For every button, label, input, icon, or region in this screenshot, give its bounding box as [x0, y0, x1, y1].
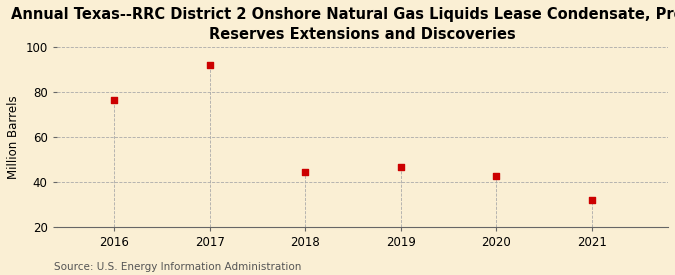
Point — [109, 98, 119, 102]
Point — [300, 170, 310, 174]
Point — [396, 165, 406, 169]
Point — [205, 63, 215, 67]
Point — [491, 174, 502, 178]
Text: Source: U.S. Energy Information Administration: Source: U.S. Energy Information Administ… — [54, 262, 301, 272]
Title: Annual Texas--RRC District 2 Onshore Natural Gas Liquids Lease Condensate, Prove: Annual Texas--RRC District 2 Onshore Nat… — [11, 7, 675, 42]
Point — [587, 198, 597, 202]
Y-axis label: Million Barrels: Million Barrels — [7, 95, 20, 179]
